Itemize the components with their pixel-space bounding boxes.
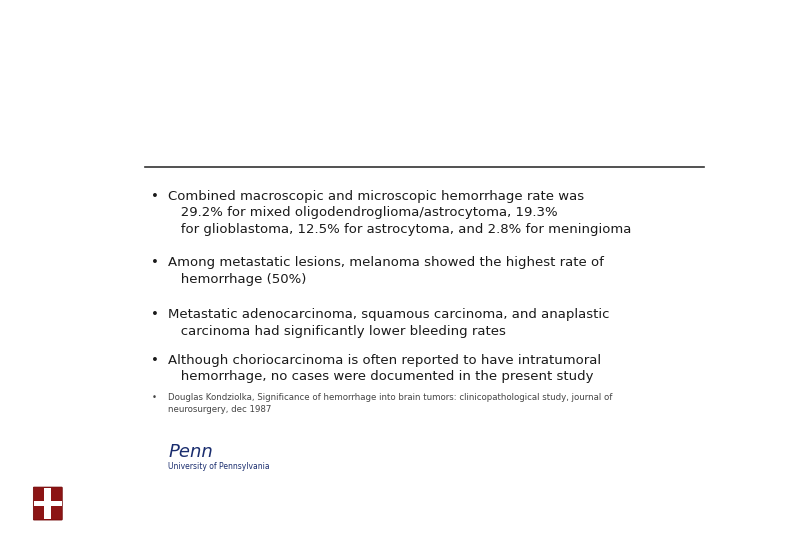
Text: •: • [151, 354, 160, 367]
Text: Douglas Kondziolka, Significance of hemorrhage into brain tumors: clinicopatholo: Douglas Kondziolka, Significance of hemo… [168, 393, 613, 414]
Bar [35, 489, 43, 500]
Text: Although choriocarcinoma is often reported to have intratumoral
   hemorrhage, n: Although choriocarcinoma is often report… [168, 354, 602, 383]
Text: Among metastatic lesions, melanoma showed the highest rate of
   hemorrhage (50%: Among metastatic lesions, melanoma showe… [168, 256, 604, 286]
FancyBboxPatch shape [33, 487, 62, 520]
Text: Penn: Penn [168, 443, 213, 461]
Text: •: • [151, 256, 160, 269]
Text: Metastatic adenocarcinoma, squamous carcinoma, and anaplastic
   carcinoma had s: Metastatic adenocarcinoma, squamous carc… [168, 308, 610, 338]
Bar [44, 488, 52, 519]
Bar [35, 508, 43, 517]
Bar [34, 501, 62, 507]
Text: •: • [151, 190, 160, 202]
Text: University of Pennsylvania: University of Pennsylvania [168, 462, 270, 471]
Text: Combined macroscopic and microscopic hemorrhage rate was
   29.2% for mixed olig: Combined macroscopic and microscopic hem… [168, 190, 632, 235]
Bar [53, 489, 61, 500]
Bar [53, 508, 61, 517]
Text: •: • [151, 393, 156, 402]
Text: •: • [151, 308, 160, 321]
